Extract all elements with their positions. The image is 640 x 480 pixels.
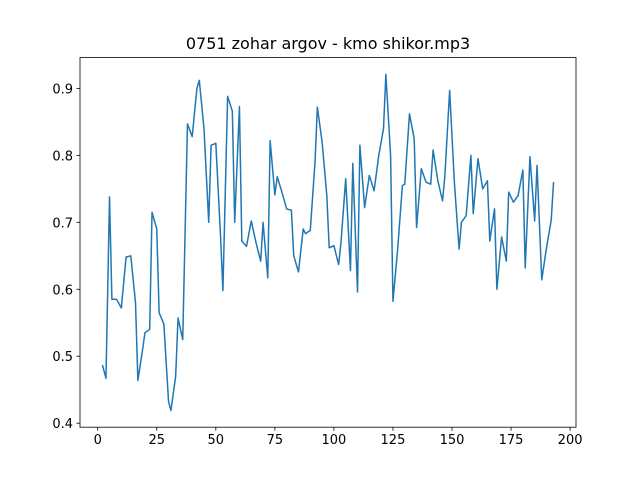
x-tick-label: 25 xyxy=(148,433,165,448)
x-tick-label: 100 xyxy=(321,433,346,448)
y-tick-label: 0.9 xyxy=(52,82,73,97)
y-tick-label: 0.6 xyxy=(52,283,73,298)
x-tick-label: 175 xyxy=(499,433,524,448)
x-tick-label: 200 xyxy=(558,433,583,448)
plot-frame xyxy=(79,57,577,428)
x-tick-label: 0 xyxy=(94,433,102,448)
x-tick-label: 150 xyxy=(440,433,465,448)
y-tick-label: 0.5 xyxy=(52,350,73,365)
chart-title: 0751 zohar argov - kmo shikor.mp3 xyxy=(186,34,470,53)
y-tick-label: 0.4 xyxy=(52,417,73,432)
y-tick-label: 0.7 xyxy=(52,216,73,231)
x-tick-label: 50 xyxy=(208,433,225,448)
line-series xyxy=(101,73,555,412)
x-tick-label: 75 xyxy=(267,433,284,448)
y-tick-label: 0.8 xyxy=(52,149,73,164)
x-tick-label: 125 xyxy=(381,433,406,448)
